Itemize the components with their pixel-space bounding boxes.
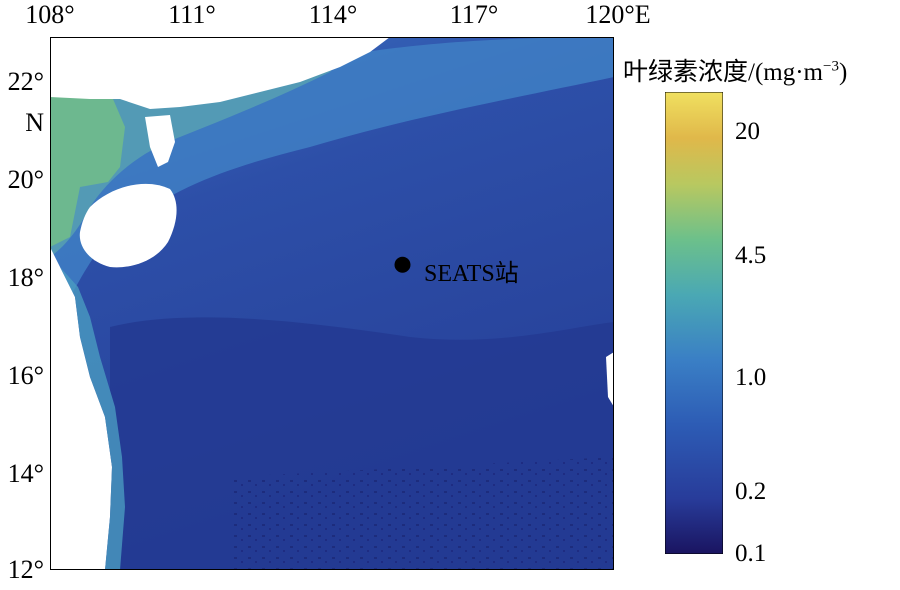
seats-station-label: SEATS站 — [424, 261, 519, 287]
vietnam-coastal-strip — [60, 267, 125, 570]
gulf-of-tonkin-bloom — [50, 92, 125, 247]
vietnam-coast — [50, 247, 112, 570]
colorbar-tick-4-5: 4.5 — [735, 242, 767, 269]
colorbar-title-close: ) — [838, 59, 848, 86]
map-border — [50, 37, 614, 570]
leizhou-peninsula — [145, 115, 175, 167]
seats-station-marker — [394, 256, 411, 273]
lon-label-117: 117° — [449, 0, 499, 29]
colorbar-title: 叶绿素浓度/(mg·m−3) — [623, 52, 847, 88]
lat-label-22: 22° — [7, 67, 44, 96]
colorbar-title-exponent: −3 — [823, 58, 839, 75]
lat-label-14: 14° — [7, 459, 44, 488]
colorbar — [665, 92, 723, 554]
lon-label-111: 111° — [168, 0, 216, 29]
south-china-coast — [50, 37, 390, 109]
chlorophyll-map — [50, 37, 614, 570]
lat-label-16: 16° — [7, 361, 44, 390]
colorbar-tick-0-2: 0.2 — [735, 478, 767, 505]
deep-basin-speckle — [230, 457, 614, 570]
lat-label-20: 20° — [7, 165, 44, 194]
lat-label-12: 12° — [7, 555, 44, 584]
colorbar-tick-1-0: 1.0 — [735, 364, 767, 391]
lon-label-120: 120°E — [585, 0, 651, 29]
colorbar-fill — [665, 92, 723, 554]
lat-label-18: 18° — [7, 263, 44, 292]
hainan-island — [79, 183, 177, 268]
lon-label-114: 114° — [308, 0, 358, 29]
lon-label-108: 108° — [25, 0, 75, 29]
colorbar-tick-0-1: 0.1 — [735, 540, 767, 567]
colorbar-title-main: 叶绿素浓度/(mg·m — [623, 59, 823, 86]
colorbar-tick-20: 20 — [735, 118, 760, 145]
luzon-coast — [606, 352, 614, 407]
north-label: N — [25, 108, 44, 137]
